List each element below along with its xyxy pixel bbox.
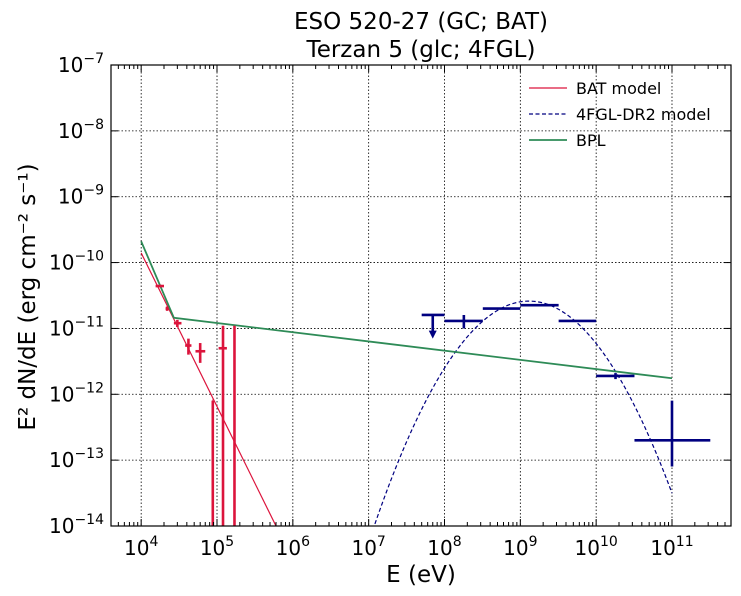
fermi-data-point [444, 314, 483, 329]
fermi-data-point [596, 373, 635, 380]
x-tick-label: 1010 [575, 534, 618, 560]
plot-frame [110, 64, 732, 527]
model-line-4fgl-dr2-model [373, 300, 673, 526]
down-arrow-icon [428, 330, 437, 339]
bat-data-point [155, 284, 165, 288]
x-tick-label: 104 [124, 534, 158, 560]
x-tick-label: 105 [200, 534, 234, 560]
legend: BAT model 4FGL-DR2 model BPL [529, 79, 711, 150]
model-line-bpl [140, 240, 673, 380]
y-tick-label: 10−13 [49, 446, 104, 472]
chart-title-line-1: ESO 520-27 (GC; BAT) [294, 9, 548, 35]
bat-data-point [233, 325, 236, 526]
y-tick-label: 10−11 [49, 314, 104, 340]
bat-data-point [218, 325, 227, 526]
x-tick-label: 109 [503, 534, 537, 560]
y-axis-label: E² dN/dE (erg cm⁻² s⁻¹) [15, 163, 41, 430]
x-tick-label: 107 [351, 534, 385, 560]
grid-lines [111, 64, 731, 527]
bat-data-point [173, 319, 182, 328]
legend-item: BPL [529, 131, 606, 150]
x-tick-label: 1011 [650, 534, 693, 560]
bat-data-point [165, 306, 169, 311]
bat-data-point [185, 338, 192, 355]
plot-area [140, 240, 711, 526]
y-tick-label: 10−12 [49, 380, 104, 406]
y-tick-label: 10−10 [49, 249, 104, 275]
chart-title-line-2: Terzan 5 (glc; 4FGL) [306, 37, 536, 63]
x-axis-label: E (eV) [386, 562, 456, 588]
y-tick-label: 10−9 [58, 183, 104, 209]
model-line-bat-model [140, 252, 277, 526]
y-tick-label: 10−8 [58, 117, 104, 143]
x-tick-label: 108 [427, 534, 461, 560]
x-tick-label: 106 [276, 534, 310, 560]
plot-content [140, 240, 711, 526]
axes: 104 105 106 107 108 109 1010 1011 10−14 10−13 10−1… [49, 51, 732, 560]
legend-item: 4FGL-DR2 model [529, 105, 711, 124]
y-tick-label: 10−7 [58, 51, 104, 77]
fermi-upper-limit [421, 313, 445, 339]
legend-label: 4FGL-DR2 model [576, 105, 711, 124]
y-tick-label: 10−14 [49, 512, 104, 538]
legend-label: BPL [576, 131, 606, 150]
bat-data-point [195, 343, 206, 363]
bat-data-point [211, 399, 215, 526]
fermi-data-point [634, 400, 711, 467]
legend-item: BAT model [529, 79, 661, 98]
legend-label: BAT model [576, 79, 661, 98]
